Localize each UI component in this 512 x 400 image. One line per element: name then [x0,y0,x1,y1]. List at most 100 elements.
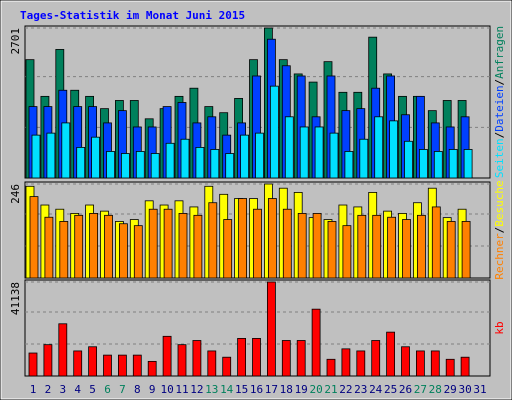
bar [195,147,205,179]
bar [359,138,369,179]
bar [463,149,473,179]
bar [344,151,354,179]
x-tick-label: 12 [190,383,203,396]
chart-title: Tages-Statistik im Monat Juni 2015 [20,9,245,22]
bar [74,214,84,279]
x-tick-label: 29 [444,383,457,396]
bar [342,225,352,279]
x-tick-label: 2 [45,383,52,396]
bar [238,198,248,279]
bar [314,126,324,179]
bar [269,85,279,179]
bar [91,136,100,179]
bar [135,151,145,179]
x-tick-label: 8 [134,383,141,396]
bar [222,356,232,377]
bar [210,149,220,179]
bar [311,308,321,377]
bar [299,126,309,179]
bar [357,214,367,279]
bar [386,331,396,377]
bar [448,149,458,179]
bar [225,153,235,179]
bar [327,221,337,279]
legend-entry: Rechner [493,233,506,280]
x-tick-label: 19 [295,383,308,396]
bar [46,132,56,179]
bar [401,346,410,377]
x-tick-label: 1 [30,383,37,396]
bar [253,208,262,279]
bar [387,216,397,279]
x-tick-label: 22 [339,383,352,396]
bar [148,208,158,279]
bar [73,350,83,377]
bar [106,151,115,179]
bar [43,344,53,377]
y-tick-label: 246 [9,184,22,204]
bar [178,213,188,279]
bar [61,122,71,179]
bar [118,354,127,377]
bar [296,340,306,377]
bar [326,358,336,377]
legend-entry: Seiten [493,138,506,178]
x-tick-label: 7 [119,383,126,396]
bar [281,340,291,377]
x-tick-label: 31 [473,383,486,396]
bar [267,198,277,279]
bar [445,358,455,377]
bar [341,348,351,377]
x-tick-label: 30 [458,383,471,396]
x-tick-label: 28 [429,383,442,396]
bar [44,216,54,279]
bar [177,344,187,377]
x-tick-label: 14 [220,383,234,396]
bar [133,225,143,279]
bar [119,223,128,279]
bar [431,206,441,279]
bar [461,221,471,279]
x-tick-label: 24 [369,383,383,396]
bar [371,340,381,377]
x-tick-label: 4 [74,383,81,396]
bar [147,360,157,377]
x-tick-label: 27 [414,383,427,396]
bar [389,120,399,179]
bar [59,221,69,279]
legend: kb [493,321,506,334]
bar [402,219,411,279]
bar [446,221,456,279]
x-tick-label: 17 [265,383,278,396]
bar [31,134,41,179]
bar [207,350,217,377]
bar [240,134,250,179]
bar [237,338,247,377]
y-tick-label: 41138 [9,282,22,315]
x-tick-label: 23 [354,383,367,396]
x-tick-label: 21 [324,383,337,396]
bar [193,214,203,279]
bar [58,323,68,377]
bar [208,202,218,279]
bar [89,213,98,279]
legend-separator: / [493,132,506,139]
bar [252,338,261,377]
legend-entry: Dateien [493,85,506,131]
bar [104,214,113,279]
legend: Seiten/Dateien/Anfragen [493,26,506,178]
bar [192,340,202,377]
bar [163,208,173,279]
bar [430,350,440,377]
bar [76,147,86,179]
bar [374,116,384,179]
bar [28,352,38,377]
x-tick-label: 26 [399,383,412,396]
bar [356,350,366,377]
legend-entry: kb [493,321,506,334]
bar [415,350,425,377]
bar [297,213,307,279]
x-tick-label: 10 [160,383,173,396]
bar [88,346,97,377]
